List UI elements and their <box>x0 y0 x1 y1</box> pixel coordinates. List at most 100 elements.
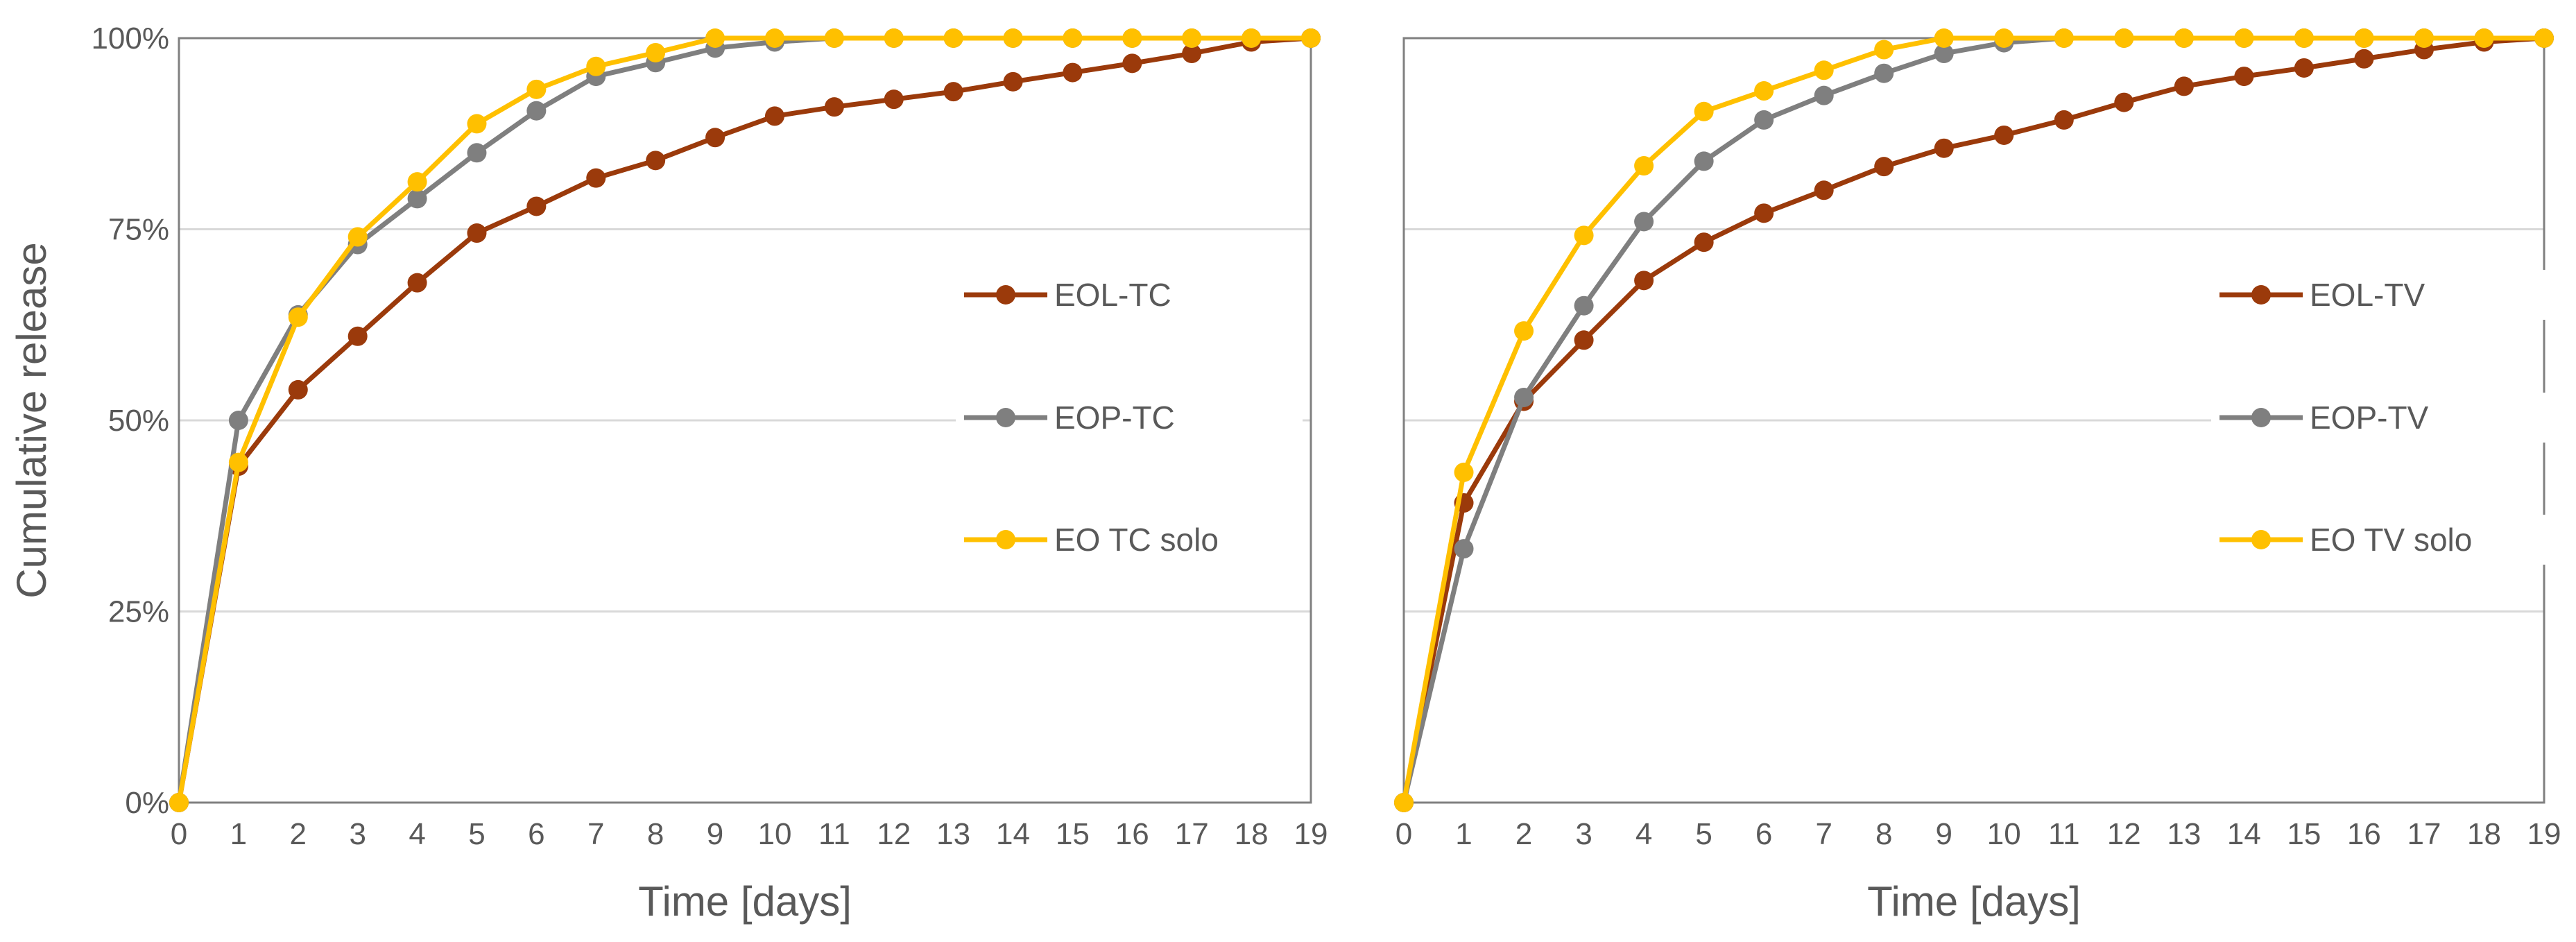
x-tick-label: 2 <box>290 817 307 851</box>
legend-label: EOL-TV <box>2310 277 2425 313</box>
y-tick-label: 0% <box>125 786 169 820</box>
data-point <box>288 307 308 327</box>
x-tick-label: 17 <box>1175 817 1209 851</box>
data-point <box>1634 156 1654 176</box>
x-tick-label: 15 <box>1056 817 1090 851</box>
x-tick-label: 1 <box>230 817 247 851</box>
data-point <box>646 151 666 171</box>
data-point <box>824 28 844 48</box>
x-tick-label: 13 <box>2167 817 2201 851</box>
x-tick-label: 4 <box>409 817 425 851</box>
x-tick-label: 7 <box>1815 817 1832 851</box>
legend-label: EOP-TV <box>2310 400 2429 436</box>
x-tick-label: 16 <box>1115 817 1149 851</box>
data-point <box>1182 44 1202 64</box>
y-tick-label: 50% <box>108 404 169 438</box>
data-point <box>526 101 547 121</box>
data-point <box>2054 110 2074 130</box>
data-point <box>1874 157 1894 177</box>
legend-entry: EOL-TC <box>956 270 1303 320</box>
x-tick-label: 7 <box>587 817 604 851</box>
data-point <box>646 42 666 62</box>
data-point <box>407 273 427 293</box>
x-tick-label: 19 <box>2527 817 2561 851</box>
legend-marker <box>996 530 1015 549</box>
x-tick-label: 12 <box>2107 817 2141 851</box>
data-point <box>1003 28 1023 48</box>
data-point <box>2174 28 2194 48</box>
data-point <box>1694 232 1714 252</box>
data-point <box>1874 63 1894 83</box>
x-tick-label: 11 <box>818 817 850 851</box>
series-eol-tv <box>1394 28 2554 812</box>
data-point <box>1574 296 1594 316</box>
data-point <box>1242 28 1262 48</box>
legend-marker <box>2251 285 2271 305</box>
x-tick-label: 6 <box>1755 817 1772 851</box>
data-point <box>1574 330 1594 350</box>
data-point <box>2294 28 2314 48</box>
x-tick-label: 13 <box>936 817 970 851</box>
legend-marker <box>996 408 1015 427</box>
x-tick-label: 17 <box>2407 817 2441 851</box>
data-point <box>467 114 487 134</box>
data-point <box>1994 28 2014 48</box>
x-tick-label: 18 <box>2467 817 2501 851</box>
x-tick-label: 19 <box>1294 817 1328 851</box>
data-point <box>1122 28 1142 48</box>
data-point <box>2474 28 2494 48</box>
data-point <box>1934 138 1954 158</box>
x-tick-label: 2 <box>1515 817 1532 851</box>
legend-marker <box>2251 408 2271 427</box>
data-point <box>228 411 248 430</box>
data-point <box>824 97 844 117</box>
data-point <box>943 82 963 102</box>
x-tick-label: 11 <box>2048 817 2080 851</box>
data-point <box>1514 321 1534 341</box>
x-tick-label: 12 <box>877 817 911 851</box>
x-tick-label: 6 <box>528 817 544 851</box>
data-point <box>2234 67 2254 87</box>
data-point <box>407 172 427 192</box>
data-point <box>2294 58 2314 78</box>
legend-label: EOL-TC <box>1054 277 1171 313</box>
data-point <box>884 89 904 110</box>
data-point <box>2114 92 2134 112</box>
data-point <box>1454 462 1474 482</box>
data-point <box>764 28 784 48</box>
data-point <box>1634 212 1654 232</box>
x-tick-label: 1 <box>1455 817 1472 851</box>
x-tick-label: 9 <box>1935 817 1952 851</box>
data-point <box>526 79 547 99</box>
x-tick-label: 0 <box>1396 817 1412 851</box>
data-point <box>1454 539 1474 559</box>
data-point <box>2114 28 2134 48</box>
data-point <box>2054 28 2074 48</box>
y-axis-label: Cumulative release <box>8 242 55 599</box>
x-tick-label: 0 <box>171 817 187 851</box>
legend-entry: EOP-TV <box>2211 393 2558 443</box>
data-point <box>1694 151 1714 171</box>
data-point <box>586 56 606 76</box>
x-tick-label: 3 <box>349 817 366 851</box>
x-tick-label: 8 <box>1875 817 1892 851</box>
data-point <box>1934 28 1954 48</box>
legend-entry: EOL-TV <box>2211 270 2558 320</box>
data-point <box>2354 28 2374 48</box>
data-point <box>943 28 963 48</box>
legend-entry: EO TV solo <box>2211 515 2558 565</box>
data-point <box>467 143 487 163</box>
data-point <box>1754 81 1774 101</box>
data-point <box>1874 40 1894 60</box>
data-point <box>1634 271 1654 291</box>
data-point <box>2174 76 2194 96</box>
x-tick-label: 3 <box>1575 817 1592 851</box>
x-axis-label: Time [days] <box>1867 878 2081 925</box>
x-axis-label: Time [days] <box>638 878 852 925</box>
data-point <box>347 326 368 346</box>
data-point <box>2354 49 2374 69</box>
data-point <box>467 223 487 243</box>
x-tick-label: 14 <box>996 817 1030 851</box>
